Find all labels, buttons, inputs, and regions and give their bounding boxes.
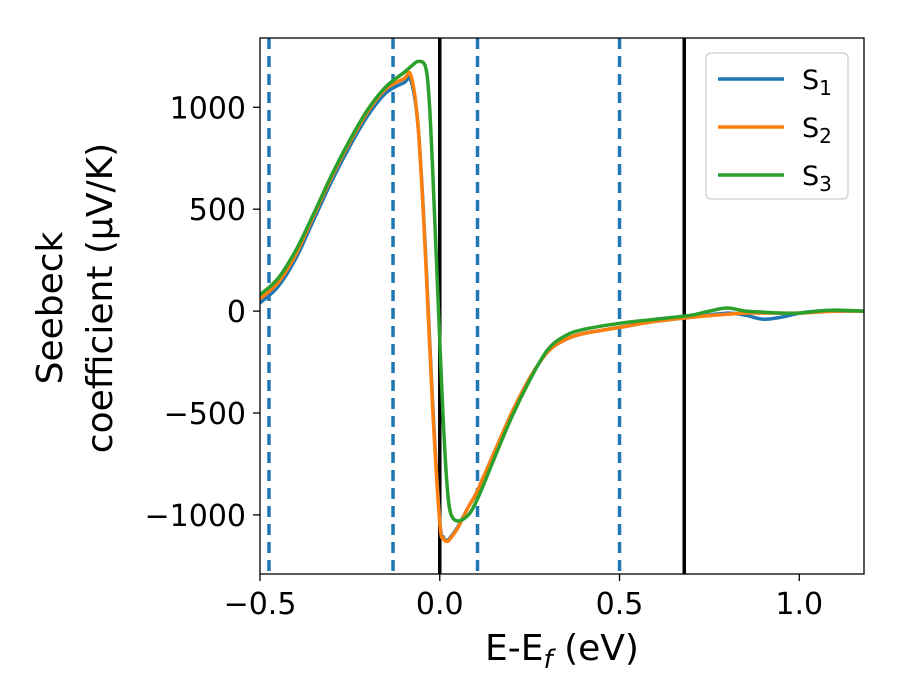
legend-label-s3: S3 [802,161,832,196]
y-axis-label-line1: Seebeck [30,231,71,384]
legend-label-s2: S2 [802,113,832,148]
y-axis-label-line2: coefficient (μV/K) [80,143,121,453]
x-tick-label: −0.5 [224,587,297,622]
y-tick-label: 500 [189,193,246,228]
y-tick-label: 1000 [170,91,246,126]
plot-frame [259,37,865,575]
x-axis-label-unit: (eV) [553,628,639,669]
y-tick-label: 0 [227,295,246,330]
x-tick-label: 0.0 [416,587,464,622]
y-tick-label: −500 [164,397,246,432]
y-tick-label: −1000 [145,499,246,534]
x-tick-label: 0.5 [596,587,644,622]
x-axis-label: E-Ef (eV) [485,628,639,675]
x-axis-label-main: E-E [485,628,543,669]
x-tick-label: 1.0 [775,587,823,622]
series-line-s3 [260,59,864,523]
legend-label-s1: S1 [802,65,832,100]
